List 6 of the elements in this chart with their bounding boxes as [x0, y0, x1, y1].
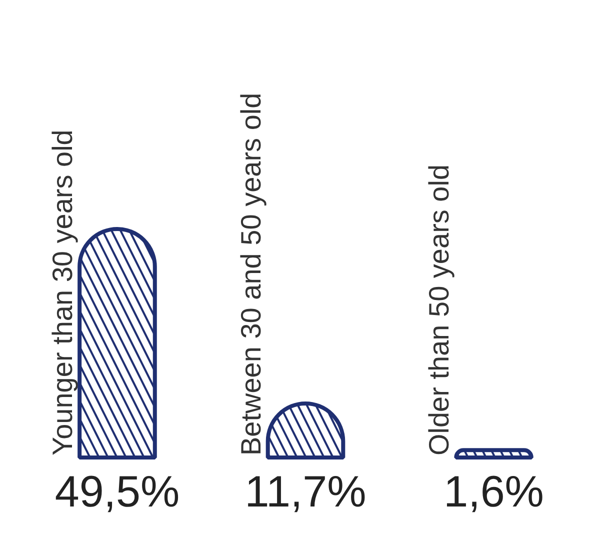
x-tick-label: Younger than 30 years old: [47, 130, 78, 456]
data-label: 49,5%: [54, 468, 180, 517]
x-tick-label: Between 30 and 50 years old: [235, 92, 266, 456]
data-label: 11,7%: [244, 468, 366, 517]
x-tick-label: Older than 50 years old: [424, 164, 455, 456]
data-label: 1,6%: [444, 468, 544, 517]
